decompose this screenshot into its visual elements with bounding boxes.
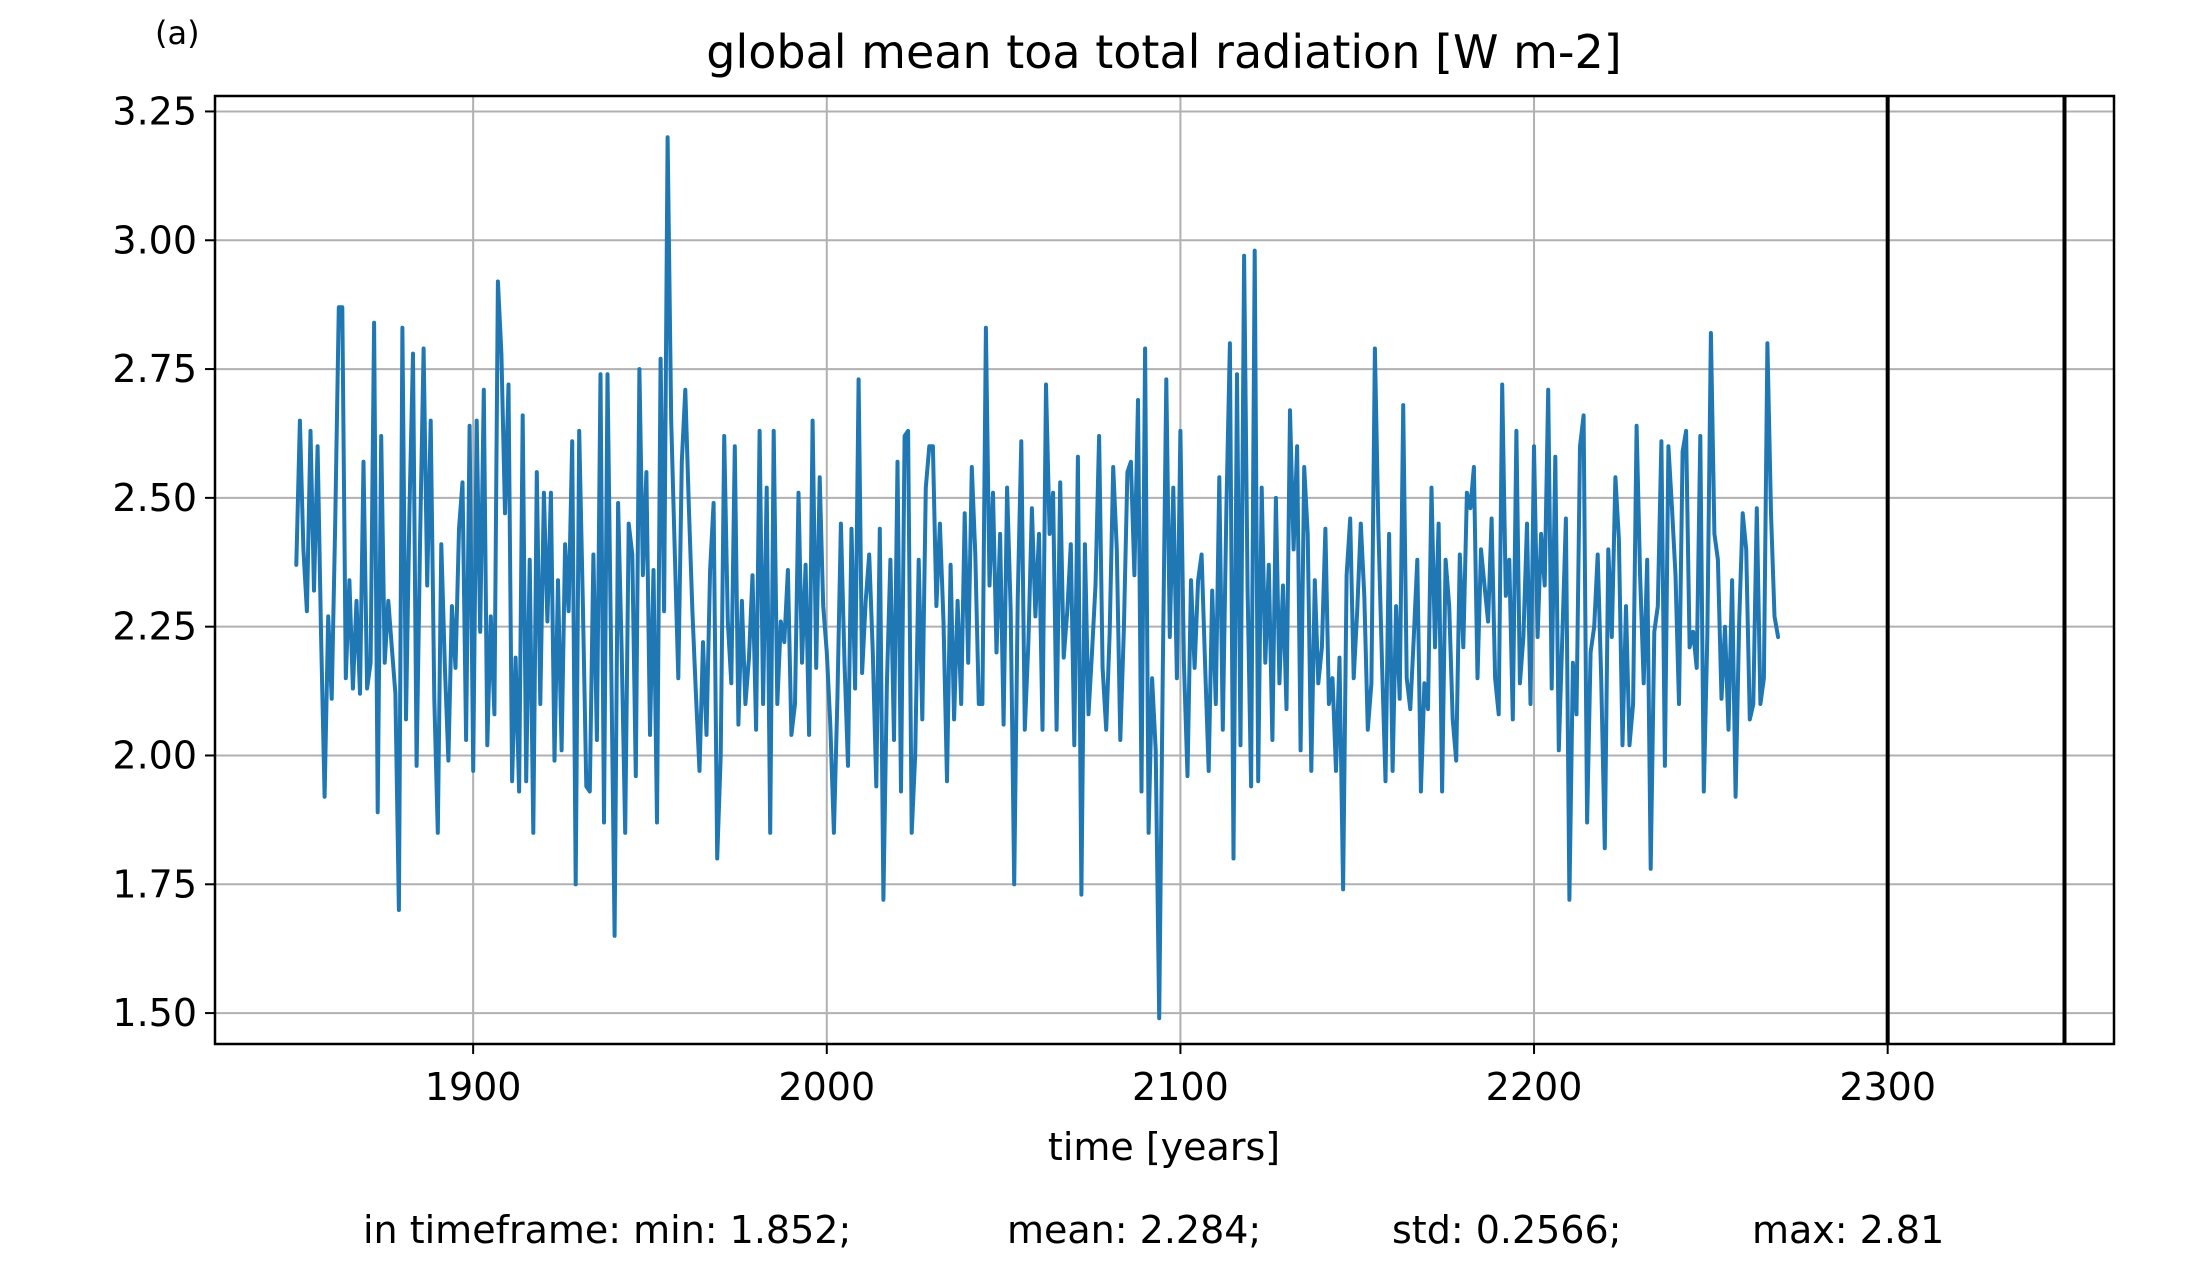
y-tick-label: 2.25 [112,605,197,649]
plot-frame [213,94,2116,1046]
stat-max: max: 2.81 [1752,1208,1945,1252]
stat-mean: mean: 2.284; [1007,1208,1262,1252]
y-tick-label: 1.75 [112,862,197,906]
y-tick-label: 1.50 [112,991,197,1035]
x-axis-label: time [years] [1048,1125,1280,1169]
series-line [294,135,1781,1021]
y-tick-label: 3.00 [112,218,197,262]
y-tick-label: 3.25 [112,89,197,133]
x-tick-label: 2100 [1132,1065,1229,1109]
vertical-marker-lines [1885,96,2067,1044]
x-tick-label: 1900 [425,1065,522,1109]
x-tick-label: 2300 [1839,1065,1936,1109]
y-tick-label: 2.75 [112,347,197,391]
x-tick-label: 2000 [778,1065,875,1109]
panel-label: (a) [155,14,200,52]
chart-title: global mean toa total radiation [W m-2] [706,25,1621,79]
x-axis-ticks: 1900 2000 2100 2200 2300 [425,1044,1936,1109]
y-tick-label: 2.50 [112,476,197,520]
y-axis-ticks: 1.50 1.75 2.00 2.25 2.50 2.75 3.00 3.25 [112,89,215,1035]
stat-min: in timeframe: min: 1.852; [363,1208,852,1252]
y-tick-label: 2.00 [112,733,197,777]
stat-std: std: 0.2566; [1392,1208,1622,1252]
x-tick-label: 2200 [1486,1065,1583,1109]
timeframe-stats: in timeframe: min: 1.852; mean: 2.284; s… [0,1208,2196,1252]
